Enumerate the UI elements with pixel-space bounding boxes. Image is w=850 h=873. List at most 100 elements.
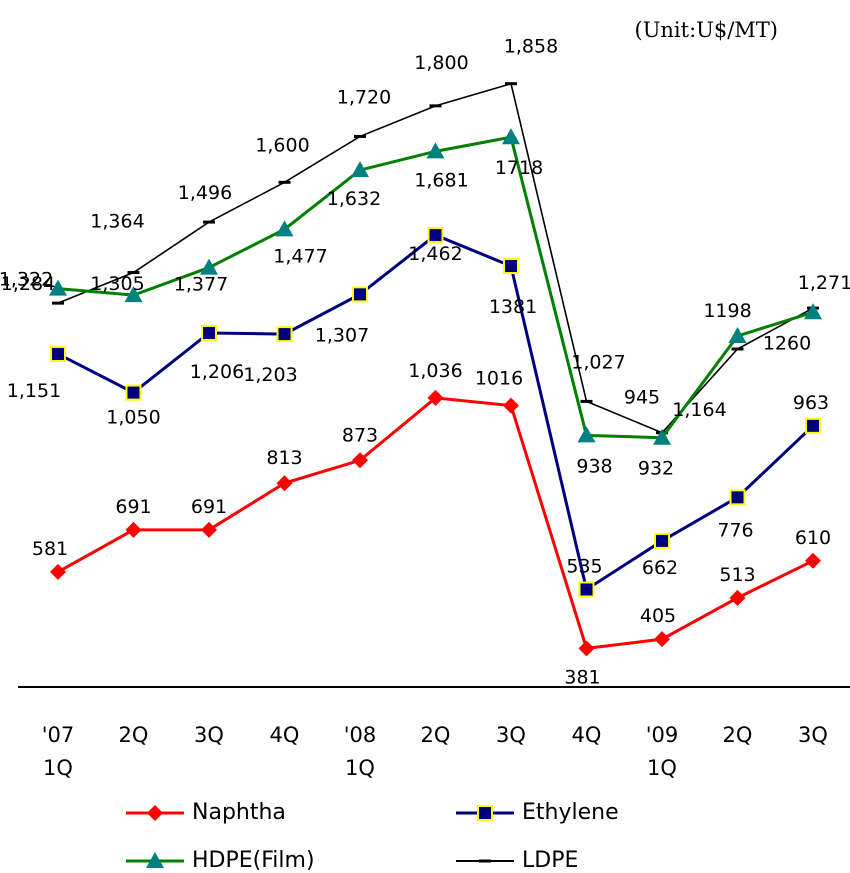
legend-swatch-hdpe-film: [126, 851, 184, 868]
hdpe-film-point: [577, 426, 596, 443]
legend-item-hdpe-film: HDPE(Film): [124, 848, 315, 873]
legend-label-hdpe-film: HDPE(Film): [192, 848, 315, 873]
naphtha-data-label: 610: [795, 527, 831, 549]
naphtha-point: [50, 563, 66, 580]
naphtha-data-label: 581: [32, 538, 68, 560]
hdpe-film-point: [426, 142, 445, 159]
naphtha-point: [805, 552, 821, 569]
ldpe-data-label: 1,271: [798, 272, 850, 294]
ethylene-point: [729, 489, 746, 506]
hdpe-film-data-label: 1,377: [174, 274, 228, 296]
hdpe-film-data-label: 1260: [763, 332, 811, 354]
x-tick-label: 3Q: [496, 723, 526, 747]
x-tick-label: '07 1Q: [42, 723, 75, 780]
ethylene-data-label: 1,307: [315, 324, 369, 346]
x-tick-label: '08 1Q: [344, 723, 377, 780]
ldpe-data-label: 1,858: [504, 36, 558, 58]
hdpe-film-point: [502, 128, 520, 145]
ldpe-data-label: 1,364: [90, 211, 144, 233]
legend-item-ldpe: LDPE: [454, 848, 578, 873]
legend-swatch-ldpe: [456, 859, 514, 862]
legend-item-ethylene: Ethylene: [454, 800, 619, 825]
naphtha-data-label: 873: [342, 424, 378, 446]
naphtha-data-label: 1,036: [408, 360, 462, 382]
legend-label-ldpe: LDPE: [522, 848, 579, 873]
legend-marker-hdpe-film: [146, 851, 164, 868]
x-tick-label: 2Q: [421, 723, 451, 747]
hdpe-film-point: [653, 428, 671, 445]
naphtha-data-label: 405: [640, 605, 676, 627]
hdpe-film-data-label: 932: [638, 458, 674, 480]
ethylene-data-label: 1,206: [190, 361, 244, 383]
ethylene-data-label: 1,050: [106, 407, 160, 429]
hdpe-film-data-label: 1,305: [90, 273, 144, 295]
ethylene-data-label: 1,462: [408, 243, 462, 265]
x-tick-label: 3Q: [194, 723, 224, 747]
ethylene-data-label: 1381: [489, 296, 537, 318]
hdpe-film-series: [49, 128, 822, 445]
x-tick-label: '09 1Q: [646, 723, 679, 780]
naphtha-data-label: 381: [564, 666, 600, 688]
naphtha-data-label: 813: [266, 447, 302, 469]
naphtha-point: [729, 589, 746, 606]
ethylene-point: [503, 258, 519, 275]
legend-label-naphtha: Naphtha: [192, 800, 286, 825]
ethylene-point: [201, 324, 217, 341]
ethylene-data-label: 535: [566, 555, 602, 577]
hdpe-film-point: [275, 220, 294, 237]
hdpe-film-point: [200, 258, 218, 275]
naphtha-data-label: 513: [719, 564, 755, 586]
naphtha-point: [125, 521, 142, 538]
naphtha-point: [578, 640, 595, 657]
naphtha-point: [427, 389, 444, 406]
hdpe-film-point: [124, 286, 143, 303]
hdpe-film-point: [804, 303, 822, 320]
ethylene-point: [654, 532, 670, 549]
hdpe-film-data-label: 1,477: [273, 245, 327, 267]
ethylene-point: [578, 581, 595, 598]
ldpe-data-label: 1,027: [571, 351, 625, 373]
ethylene-data-label: 662: [642, 557, 678, 579]
naphtha-point: [201, 521, 217, 538]
hdpe-film-data-label: 1,322: [0, 269, 53, 291]
x-tick-label: 4Q: [270, 723, 300, 747]
naphtha-data-label: 1016: [475, 368, 523, 390]
legend-swatch-ethylene: [456, 804, 514, 821]
hdpe-film-point: [49, 279, 67, 296]
hdpe-film-data-label: 1718: [495, 157, 543, 179]
x-tick-label: 2Q: [723, 723, 753, 747]
ethylene-point: [427, 227, 444, 244]
ldpe-data-label: 1,284: [1, 273, 55, 295]
hdpe-film-point: [728, 327, 747, 344]
hdpe-film-data-label: 1198: [703, 300, 751, 322]
ldpe-data-label: 1,600: [255, 134, 309, 156]
price-line-chart: 1,284 1,364 1,496 1,600 1,720 1,800 1,858 1,027…: [0, 36, 850, 780]
naphtha-point: [654, 631, 670, 648]
hdpe-film-point: [351, 161, 369, 178]
legend-swatch-naphtha: [126, 804, 184, 821]
ethylene-data-label: 1,203: [243, 364, 297, 386]
ldpe-data-label: 945: [624, 387, 660, 409]
ethylene-point: [352, 286, 368, 303]
ethylene-data-label: 776: [717, 519, 753, 541]
x-tick-label: 2Q: [119, 723, 149, 747]
naphtha-point: [276, 475, 293, 492]
ethylene-data-label: 1,151: [7, 380, 61, 402]
hdpe-film-data-label: 1,632: [327, 188, 381, 210]
naphtha-data-label: 691: [115, 496, 151, 518]
legend-marker-ethylene: [477, 804, 493, 821]
unit-label: (Unit:U$/MT): [634, 18, 778, 42]
ldpe-data-label: 1,496: [178, 182, 232, 204]
hdpe-film-data-label: 1,681: [414, 169, 468, 191]
naphtha-point: [503, 397, 519, 414]
legend-marker-naphtha: [147, 804, 163, 821]
naphtha-series: [50, 389, 821, 657]
ethylene-series: [50, 227, 821, 598]
hdpe-film-data-label: 938: [576, 455, 612, 477]
x-tick-label: 4Q: [572, 723, 602, 747]
ethylene-point: [50, 345, 66, 362]
legend-item-naphtha: Naphtha: [124, 800, 286, 825]
naphtha-line: [57, 396, 814, 650]
naphtha-point: [352, 452, 368, 469]
ethylene-data-label: 963: [793, 392, 829, 414]
